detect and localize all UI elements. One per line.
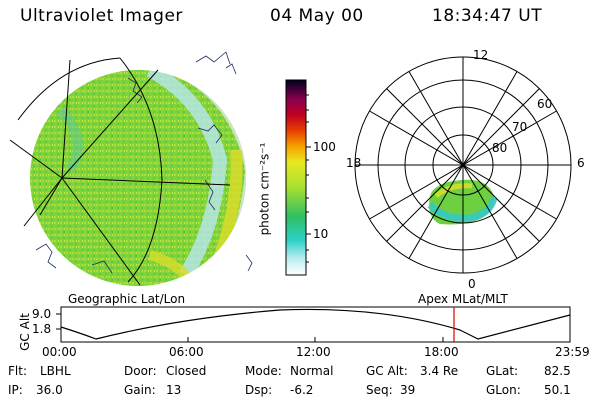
- altitude-ytick-1-8: 1.8: [32, 322, 52, 336]
- seq-value: 39: [400, 383, 416, 397]
- color-bar: [285, 79, 311, 276]
- latitude-line-outer: [119, 57, 163, 283]
- colorbar-unit-label: photon cm⁻²s⁻¹: [257, 142, 272, 236]
- polar-plot: [354, 56, 572, 274]
- color-scale: [286, 80, 306, 275]
- mlt-label-0: 0: [468, 277, 476, 291]
- ip-label: IP:: [8, 383, 23, 397]
- time-tick-1200: 12:00: [296, 345, 331, 359]
- instrument-title: Ultraviolet Imager: [20, 6, 183, 26]
- time-tick-1800: 18:00: [424, 345, 459, 359]
- image-date: 04 May 00: [270, 6, 364, 26]
- latitude-line: [17, 57, 121, 121]
- glat-value: 82.5: [544, 364, 571, 378]
- gcalt-label: GC Alt:: [366, 364, 408, 378]
- emission-disk: [30, 70, 246, 286]
- gcalt-value: 3.4 Re: [420, 364, 459, 378]
- mode-label: Mode:: [245, 364, 282, 378]
- glat-label: GLat:: [486, 364, 519, 378]
- dayside-patch: [150, 70, 246, 286]
- altitude-ytick-9: 9.0: [32, 307, 52, 321]
- flt-value: LBHL: [40, 364, 71, 378]
- lat-label-70: 70: [512, 120, 528, 134]
- image-time: 18:34:47 UT: [432, 6, 543, 26]
- dsp-value: -6.2: [290, 383, 314, 397]
- geographic-caption: Geographic Lat/Lon: [68, 292, 186, 306]
- glon-value: 50.1: [544, 383, 571, 397]
- door-label: Door:: [124, 364, 157, 378]
- door-value: Closed: [166, 364, 207, 378]
- coastline: [127, 77, 143, 104]
- polar-caption: Apex MLat/MLT: [418, 292, 508, 306]
- altitude-frame: [60, 306, 571, 343]
- mlt-label-6: 6: [577, 156, 585, 170]
- dsp-label: Dsp:: [245, 383, 273, 397]
- geographic-image: [9, 51, 253, 286]
- gain-value: 13: [166, 383, 182, 397]
- mlt-label-12: 12: [473, 48, 489, 62]
- altitude-curve: [60, 308, 571, 340]
- altitude-panel: [56, 306, 571, 343]
- time-tick-0600: 06:00: [169, 345, 204, 359]
- lat-label-80: 80: [492, 141, 508, 155]
- mlt-label-18: 18: [346, 156, 362, 170]
- glon-label: GLon:: [486, 383, 521, 397]
- colorbar-tick-100: 100: [313, 140, 336, 154]
- time-tick-0000: 00:00: [42, 345, 77, 359]
- colorbar-tick-10: 10: [313, 227, 329, 241]
- gain-label: Gain:: [124, 383, 156, 397]
- seq-label: Seq:: [366, 383, 393, 397]
- ip-value: 36.0: [36, 383, 63, 397]
- flt-label: Flt:: [8, 364, 27, 378]
- lat-label-60: 60: [537, 97, 553, 111]
- meridian: [61, 69, 159, 179]
- mode-value: Normal: [290, 364, 334, 378]
- time-tick-2359: 23:59: [555, 345, 590, 359]
- altitude-ylabel: GC Alt: [17, 313, 32, 351]
